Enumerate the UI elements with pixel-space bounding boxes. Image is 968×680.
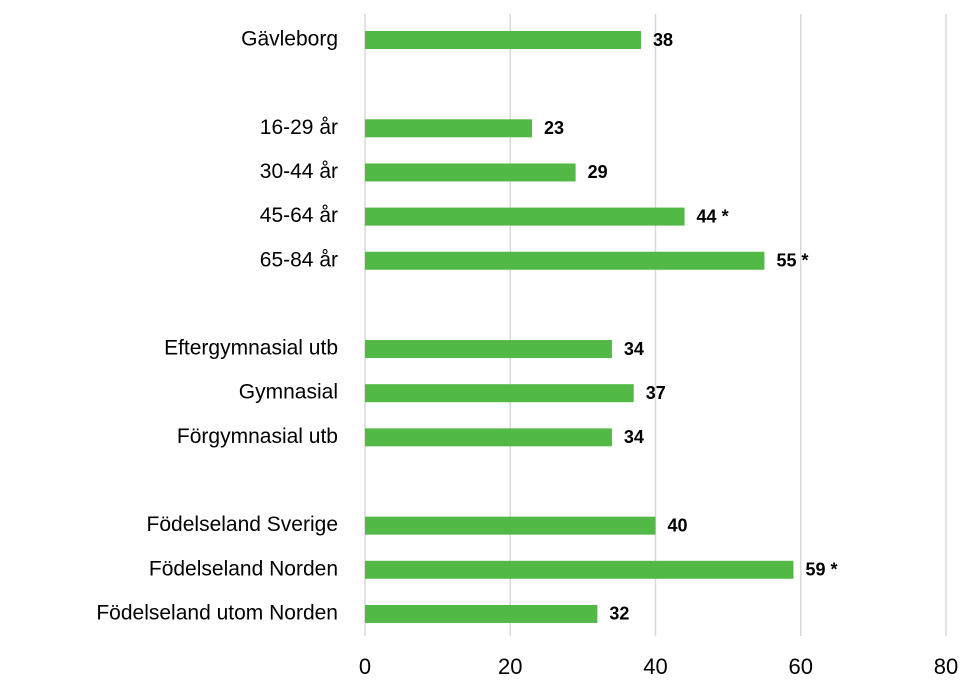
x-tick-label: 20 [498, 654, 522, 679]
category-label: Födelseland utom Norden [96, 601, 338, 624]
bar [365, 251, 765, 270]
category-label: Förgymnasial utb [177, 425, 338, 448]
bar [365, 604, 598, 623]
value-label: 37 [646, 383, 666, 403]
x-tick-label: 60 [789, 654, 813, 679]
value-label: 32 [609, 604, 629, 624]
category-label: Födelseland Sverige [147, 513, 338, 536]
category-label: Gävleborg [241, 28, 338, 51]
value-label: 23 [544, 118, 564, 138]
x-tick-label: 80 [934, 654, 958, 679]
value-label: 29 [588, 162, 608, 182]
bar [365, 163, 576, 182]
category-label: 30-44 år [260, 160, 338, 183]
category-label: 65-84 år [260, 248, 338, 271]
category-label: 45-64 år [260, 204, 338, 227]
value-label: 55 * [776, 251, 808, 271]
category-label: Födelseland Norden [149, 557, 338, 580]
bar [365, 428, 612, 447]
category-label: Eftergymnasial utb [164, 337, 338, 360]
bar [365, 31, 641, 49]
value-label: 34 [624, 427, 644, 447]
x-tick-label: 0 [359, 654, 371, 679]
bar [365, 384, 634, 403]
x-tick-label: 40 [643, 654, 667, 679]
value-label: 38 [653, 30, 673, 50]
category-label: Gymnasial [239, 381, 338, 404]
bar [365, 340, 612, 359]
value-label: 59 * [805, 560, 837, 580]
value-label: 34 [624, 339, 644, 359]
bar [365, 119, 533, 138]
bar [365, 516, 656, 535]
bar [365, 560, 794, 579]
bar [365, 207, 685, 226]
category-label: 16-29 år [260, 116, 338, 139]
value-label: 44 * [697, 206, 729, 226]
value-label: 40 [668, 515, 688, 535]
